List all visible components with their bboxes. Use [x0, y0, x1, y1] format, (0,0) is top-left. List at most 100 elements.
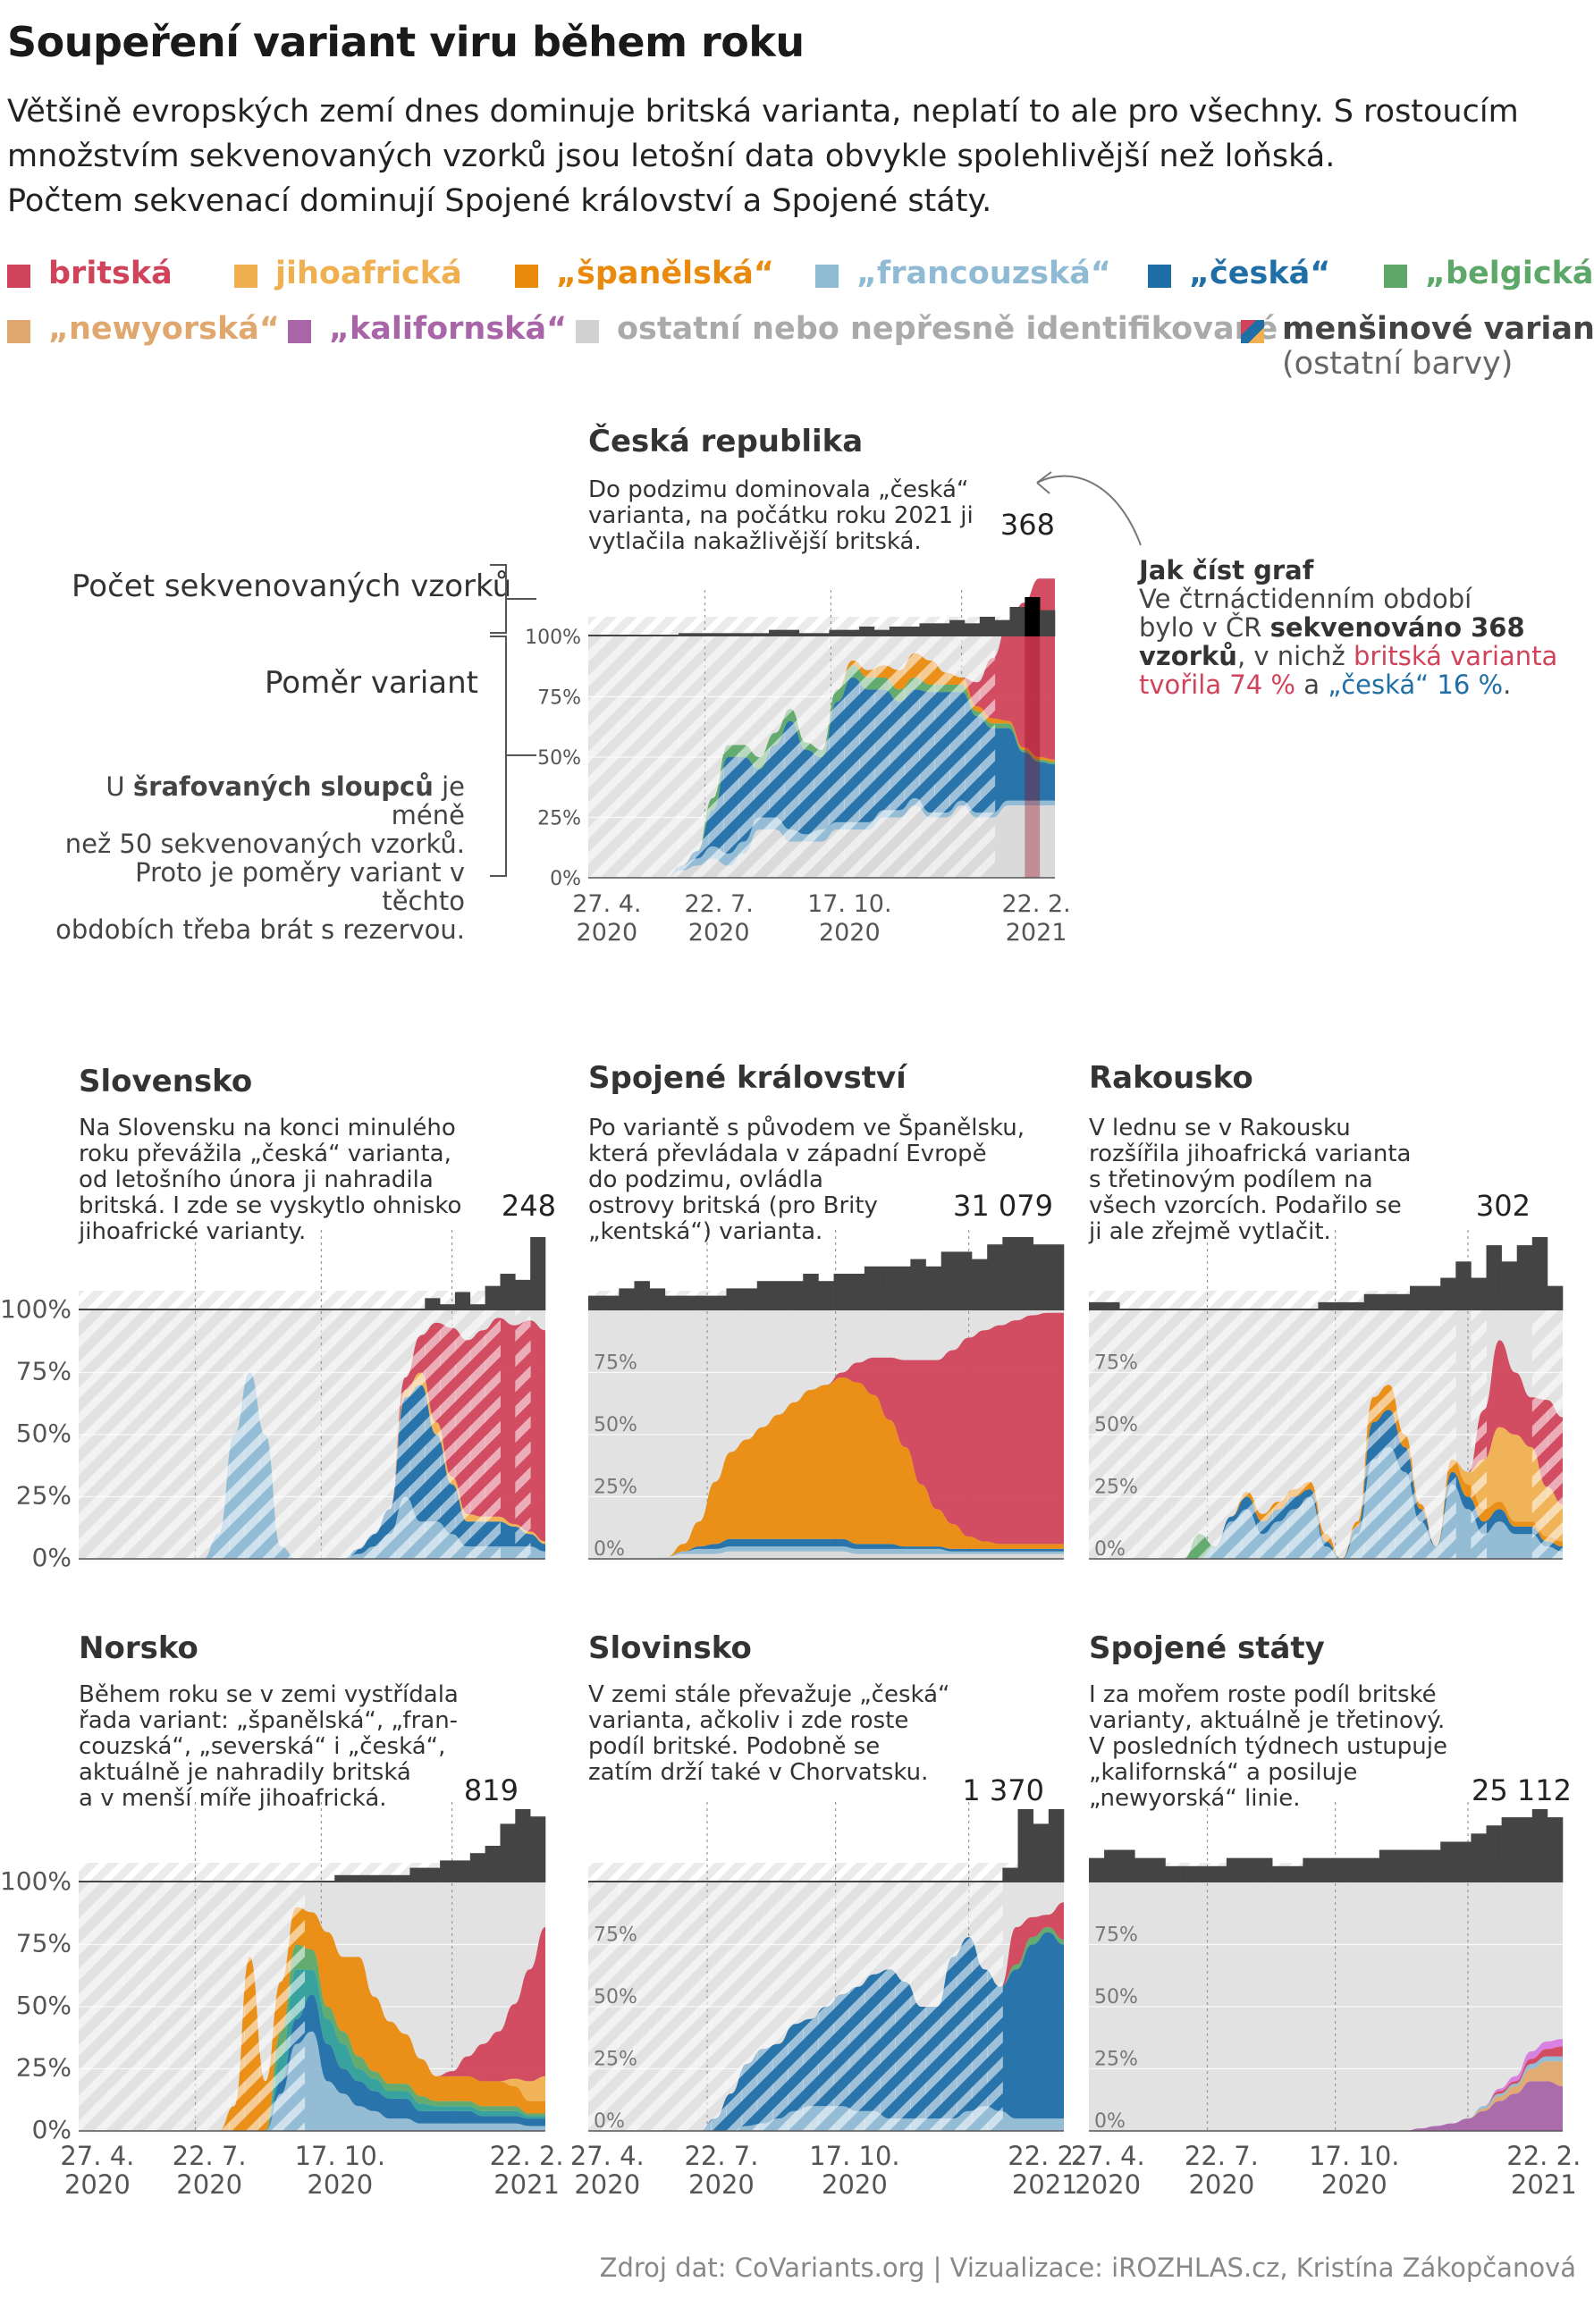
y-tick-label: 50% [594, 1414, 637, 1436]
sample-bar [259, 1309, 275, 1310]
sample-bar [864, 1266, 881, 1310]
panel-description: Po variantě s původem ve Španělsku, kter… [588, 1115, 1025, 1245]
hatch-overlay [756, 1882, 773, 2131]
sample-bar [696, 1881, 712, 1882]
legend-label: menšinové varianty(ostatní barvy) [1282, 311, 1594, 381]
hatch-overlay [454, 1310, 471, 1559]
panel-description: Na Slovensku na konci minulého roku přev… [79, 1115, 462, 1245]
panel-3: 0% 25% 50% 75% [1089, 1230, 1564, 1561]
hatch-overlay [949, 636, 966, 878]
sample-bar [987, 1244, 1003, 1310]
sample-bar [588, 1881, 604, 1882]
hatch-note: U šrafovaných sloupců je méně než 50 sek… [54, 772, 465, 944]
sample-bar [1379, 1849, 1396, 1882]
sample-bar [738, 633, 755, 636]
sample-bar [940, 1251, 957, 1310]
hatch-overlay [409, 1310, 426, 1559]
legend-label: britská [48, 256, 173, 291]
sample-bar [1455, 1261, 1472, 1310]
x-tick-year: 2020 [577, 919, 638, 947]
sample-bar [1318, 1301, 1334, 1310]
sample-bar [649, 1881, 666, 1882]
sample-bar [515, 1279, 531, 1310]
hatch-overlay [1379, 1310, 1396, 1559]
sample-bar [515, 1809, 531, 1882]
sample-bar [409, 1309, 426, 1310]
legend-swatch [1148, 265, 1171, 288]
area-britská [588, 1312, 1064, 1559]
hatch-overlay [274, 1882, 291, 2131]
legend-label: „belgická“ [1425, 256, 1594, 291]
x-tick-year: 2020 [819, 919, 881, 947]
sample-bar [454, 1860, 471, 1882]
sample-bar [956, 1251, 973, 1310]
hatch-overlay [588, 636, 604, 878]
hatch-overlay [783, 636, 800, 878]
legend-label: „francouzská“ [856, 256, 1111, 291]
sample-bar [895, 1881, 911, 1882]
sample-bar [244, 1881, 260, 1882]
legend-swatch [515, 265, 538, 288]
page-title: Soupeření variant viru během roku [7, 18, 805, 66]
sample-bar [696, 1295, 712, 1310]
sample-bar [663, 635, 679, 636]
sample-bar [1471, 1833, 1487, 1882]
sample-bar [833, 1881, 850, 1882]
sample-bar [1501, 1261, 1518, 1310]
sample-bar [1471, 1277, 1487, 1310]
sample-bar [1210, 1865, 1227, 1882]
panel-sample-count: 368 [999, 508, 1055, 542]
y-tick-label: 25% [594, 2049, 637, 2071]
y-tick-label: 100% [0, 1294, 72, 1324]
hatch-overlay [440, 1310, 456, 1559]
area-česká [79, 1994, 545, 2131]
sample-bar [711, 1295, 727, 1310]
sample-bar [1394, 1293, 1411, 1310]
hatch-overlay [723, 636, 739, 878]
sample-bar [139, 1309, 155, 1310]
ratio-label: Poměr variant [265, 665, 479, 701]
sample-bar [949, 619, 966, 636]
sample-bar [603, 635, 619, 636]
sample-bar [1150, 1309, 1166, 1310]
sample-bar [741, 1881, 758, 1882]
hatch-overlay [1303, 1310, 1319, 1559]
panel-title: Česká republika [588, 424, 864, 459]
hatch-overlay [139, 1882, 155, 2131]
sample-bar [304, 1309, 320, 1310]
x-tick-label: 17. 10. [809, 2141, 899, 2171]
hatch-overlay [844, 636, 860, 878]
x-tick-label: 27. 4. [570, 2141, 645, 2171]
area-francouzská [79, 2031, 545, 2131]
hatch-overlay [289, 1310, 306, 1559]
sample-bar [679, 1295, 696, 1310]
sample-bar [895, 1266, 911, 1310]
sample-bar [1501, 1817, 1518, 1882]
hatch-overlay [1119, 1310, 1135, 1559]
hatch-overlay [1333, 1310, 1350, 1559]
y-tick-label: 0% [1094, 2110, 1126, 2133]
sample-bar [1150, 1857, 1166, 1882]
legend-label: „česká“ [1189, 256, 1331, 291]
sample-bar [880, 1266, 896, 1310]
hatch-overlay [864, 1882, 881, 2131]
panel-2: 0% 25% 50% 75% [588, 1230, 1065, 1561]
sample-bar [334, 1309, 350, 1310]
sample-bar [1180, 1865, 1196, 1882]
hatch-overlay [1134, 1310, 1151, 1559]
hatch-overlay [214, 1310, 230, 1559]
bracket-samples [490, 564, 507, 634]
sample-bar [1348, 1857, 1365, 1882]
sample-bar [319, 1309, 335, 1310]
hatch-overlay [1363, 1310, 1380, 1559]
sample-bar [1165, 1865, 1181, 1882]
y-tick-label: 50% [594, 1986, 637, 2008]
hatch-overlay [741, 1882, 758, 2131]
y-tick-label: 0% [550, 868, 581, 890]
x-tick-year: 2020 [822, 2169, 888, 2200]
hatch-overlay [696, 1882, 712, 2131]
sample-bar [588, 635, 604, 636]
sample-bar [829, 629, 845, 636]
hatch-overlay [829, 636, 845, 878]
